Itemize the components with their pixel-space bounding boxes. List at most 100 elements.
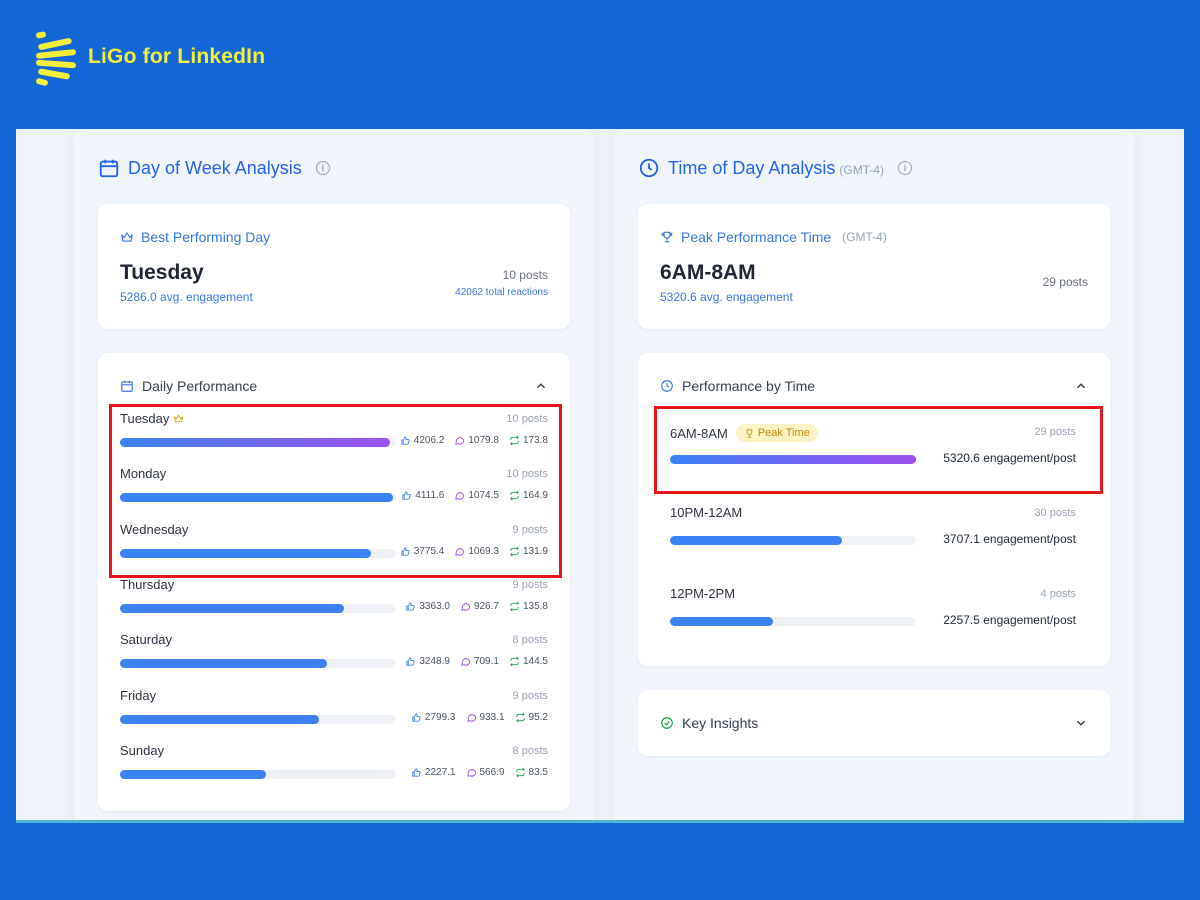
daily-performance-card: Daily Performance Tuesday 10 posts 4206.…: [98, 353, 570, 811]
thumbs-up-icon: [406, 602, 415, 611]
peak-time-posts: 29 posts: [1042, 275, 1088, 289]
peak-time-card: Peak Performance Time (GMT-4) 6AM-8AM 53…: [638, 204, 1110, 329]
best-day-label-row: Best Performing Day: [120, 229, 270, 245]
daily-performance-row: Friday 9 posts 2799.3 933.1 95.2: [120, 688, 548, 738]
time-progress-track: [670, 617, 916, 626]
day-post-count: 8 posts: [512, 634, 548, 647]
comment-icon: [461, 658, 471, 666]
time-post-count: 4 posts: [1040, 588, 1076, 600]
best-day-reactions: 42062 total reactions: [455, 287, 548, 298]
comments-stat: 933.1: [466, 712, 505, 723]
day-stats: 2799.3 933.1 95.2: [411, 712, 548, 723]
time-range: 10PM-12AM: [670, 505, 743, 520]
likes-stat: 3363.0: [405, 601, 450, 612]
repost-icon: [510, 546, 519, 557]
daily-performance-row: Monday 10 posts 4111.6 1074.5 164.9: [120, 466, 548, 516]
day-progress-track: [120, 769, 396, 779]
brand: LiGo for LinkedIn: [34, 28, 265, 86]
chevron-down-icon[interactable]: [1074, 716, 1088, 730]
daily-performance-header[interactable]: Daily Performance: [120, 378, 257, 394]
day-progress-fill: [120, 438, 391, 447]
day-progress-fill: [120, 769, 267, 779]
day-label-row: Thursday: [120, 577, 174, 592]
time-post-count: 29 posts: [1034, 426, 1076, 438]
daily-performance-row: Thursday 9 posts 3363.0 926.7 135.8: [120, 577, 548, 627]
time-progress-fill: [670, 536, 843, 545]
day-progress-fill: [120, 603, 344, 613]
daily-performance-row: Wednesday 9 posts 3775.4 1069.3 131.9: [120, 522, 548, 572]
key-insights-header[interactable]: Key Insights: [660, 715, 758, 731]
reposts-value: 83.5: [528, 766, 548, 778]
comment-icon: [466, 769, 476, 777]
time-performance-row: 6AM-8AM Peak Time 29 posts 5320.6 engage…: [670, 424, 1076, 484]
info-icon[interactable]: i: [898, 161, 913, 175]
day-label-row: Saturday: [120, 632, 172, 647]
likes-value: 2227.1: [424, 766, 456, 778]
peak-time-badge: Peak Time: [735, 424, 818, 442]
key-insights-card[interactable]: Key Insights: [638, 690, 1110, 756]
day-post-count: 8 posts: [512, 744, 548, 757]
day-progress-fill: [120, 659, 327, 669]
performance-by-time-header[interactable]: Performance by Time: [660, 378, 815, 394]
trophy-icon: [746, 428, 753, 438]
time-progress-fill: [670, 455, 916, 464]
thumbs-up-icon: [412, 712, 421, 722]
performance-by-time-card: Performance by Time 6AM-8AM Peak Time 29…: [638, 353, 1110, 666]
peak-time-label: Peak Performance Time: [681, 229, 832, 245]
performance-by-time-title: Performance by Time: [682, 378, 816, 394]
reposts-stat: 173.8: [509, 435, 548, 446]
ligo-logo-icon: [36, 31, 76, 86]
repost-icon: [515, 767, 525, 778]
calendar-icon: [99, 159, 119, 178]
time-performance-row: 12PM-2PM 4 posts 2257.5 engagement/post: [670, 586, 1076, 646]
time-label-row: 10PM-12AM: [670, 505, 742, 520]
reposts-stat: 83.5: [515, 767, 548, 778]
day-stats: 4111.6 1074.5 164.9: [401, 490, 548, 501]
time-engagement: 3707.1 engagement/post: [943, 532, 1076, 546]
time-range: 6AM-8AM: [670, 425, 728, 441]
time-of-day-panel: Time of Day Analysis (GMT-4) i Peak Perf…: [614, 129, 1134, 820]
day-of-week-panel: Day of Week Analysis i Best Performing D…: [74, 129, 594, 820]
day-stats: 2227.1 566.9 83.5: [411, 767, 548, 778]
comments-stat: 1074.5: [454, 490, 499, 501]
time-engagement: 5320.6 engagement/post: [943, 451, 1076, 465]
comments-value: 1069.3: [468, 545, 499, 557]
peak-time-label-row: Peak Performance Time (GMT-4): [660, 229, 887, 245]
thumbs-up-icon: [401, 546, 410, 556]
time-engagement: 2257.5 engagement/post: [943, 613, 1076, 627]
day-progress-track: [120, 603, 396, 613]
day-name: Thursday: [120, 576, 175, 592]
comments-value: 1079.8: [468, 435, 499, 446]
comments-value: 1074.5: [468, 490, 499, 502]
repost-icon: [510, 435, 519, 446]
brand-name: LiGo for LinkedIn: [88, 45, 266, 68]
chevron-up-icon[interactable]: [534, 379, 548, 393]
comments-value: 709.1: [473, 656, 499, 668]
day-progress-track: [120, 714, 396, 724]
reposts-stat: 144.5: [509, 656, 548, 667]
thumbs-up-icon: [406, 657, 415, 666]
likes-stat: 4206.2: [400, 435, 444, 446]
reposts-stat: 164.9: [509, 490, 548, 501]
day-name: Sunday: [120, 742, 165, 758]
comments-value: 566.9: [479, 766, 505, 778]
day-label-row: Monday: [120, 466, 166, 481]
day-label-row: Tuesday: [120, 411, 184, 426]
reposts-stat: 95.2: [515, 712, 548, 723]
peak-time-badge-label: Peak Time: [757, 427, 810, 439]
peak-time-value: 6AM-8AM: [660, 261, 756, 284]
reposts-value: 95.2: [528, 711, 548, 723]
thumbs-up-icon: [412, 768, 421, 777]
info-icon[interactable]: i: [315, 161, 330, 175]
likes-stat: 3775.4: [400, 546, 444, 557]
day-name: Monday: [120, 466, 167, 482]
repost-icon: [510, 601, 519, 612]
chevron-up-icon[interactable]: [1074, 379, 1088, 393]
day-post-count: 10 posts: [506, 468, 548, 481]
repost-icon: [510, 490, 519, 501]
comments-stat: 709.1: [460, 656, 499, 667]
comment-icon: [466, 713, 476, 722]
time-label-row: 6AM-8AM Peak Time: [670, 424, 818, 442]
clock-icon: [639, 158, 659, 178]
day-label-row: Sunday: [120, 743, 164, 758]
